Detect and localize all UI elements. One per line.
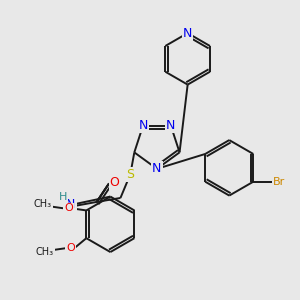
Text: S: S: [126, 168, 134, 181]
Text: O: O: [66, 243, 75, 253]
Text: N: N: [138, 119, 148, 132]
Text: N: N: [152, 162, 162, 175]
Text: N: N: [166, 119, 176, 132]
Text: CH₃: CH₃: [34, 200, 52, 209]
Text: N: N: [66, 198, 76, 212]
Text: O: O: [110, 176, 119, 189]
Text: Br: Br: [273, 177, 285, 187]
Text: H: H: [59, 192, 67, 202]
Text: N: N: [183, 27, 192, 40]
Text: O: O: [64, 203, 73, 214]
Text: CH₃: CH₃: [36, 247, 54, 257]
